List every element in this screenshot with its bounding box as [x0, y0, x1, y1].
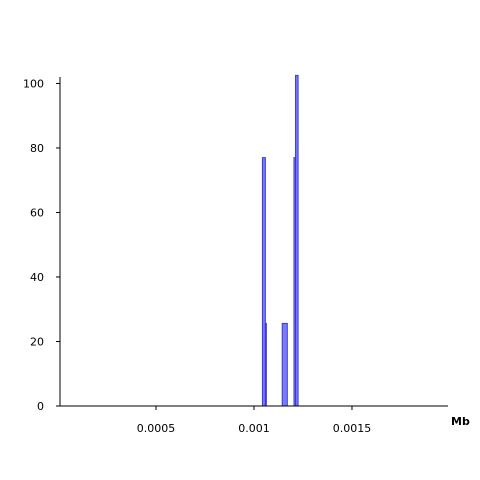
- y-ticks: 0 20 40 60 80 100: [23, 77, 60, 413]
- y-tick-label-1: 20: [30, 335, 44, 348]
- y-tick-label-3: 60: [30, 206, 44, 219]
- y-tick-label-2: 40: [30, 271, 44, 284]
- x-axis-label: Mb: [451, 415, 470, 428]
- histogram-bar-5: [295, 74, 299, 407]
- y-tick-label-4: 80: [30, 142, 44, 155]
- y-tick-label-0: 0: [37, 400, 44, 413]
- histogram-bar-2: [264, 322, 267, 407]
- x-tick-label-0: 0.0005: [137, 422, 176, 435]
- x-ticks: 0.0005 0.001 0.0015: [137, 406, 371, 435]
- histogram-bar-3: [281, 322, 288, 407]
- x-tick-label-1: 0.001: [238, 422, 270, 435]
- bars-layer: [261, 74, 299, 407]
- y-tick-label-5: 100: [23, 77, 44, 90]
- x-tick-label-2: 0.0015: [333, 422, 372, 435]
